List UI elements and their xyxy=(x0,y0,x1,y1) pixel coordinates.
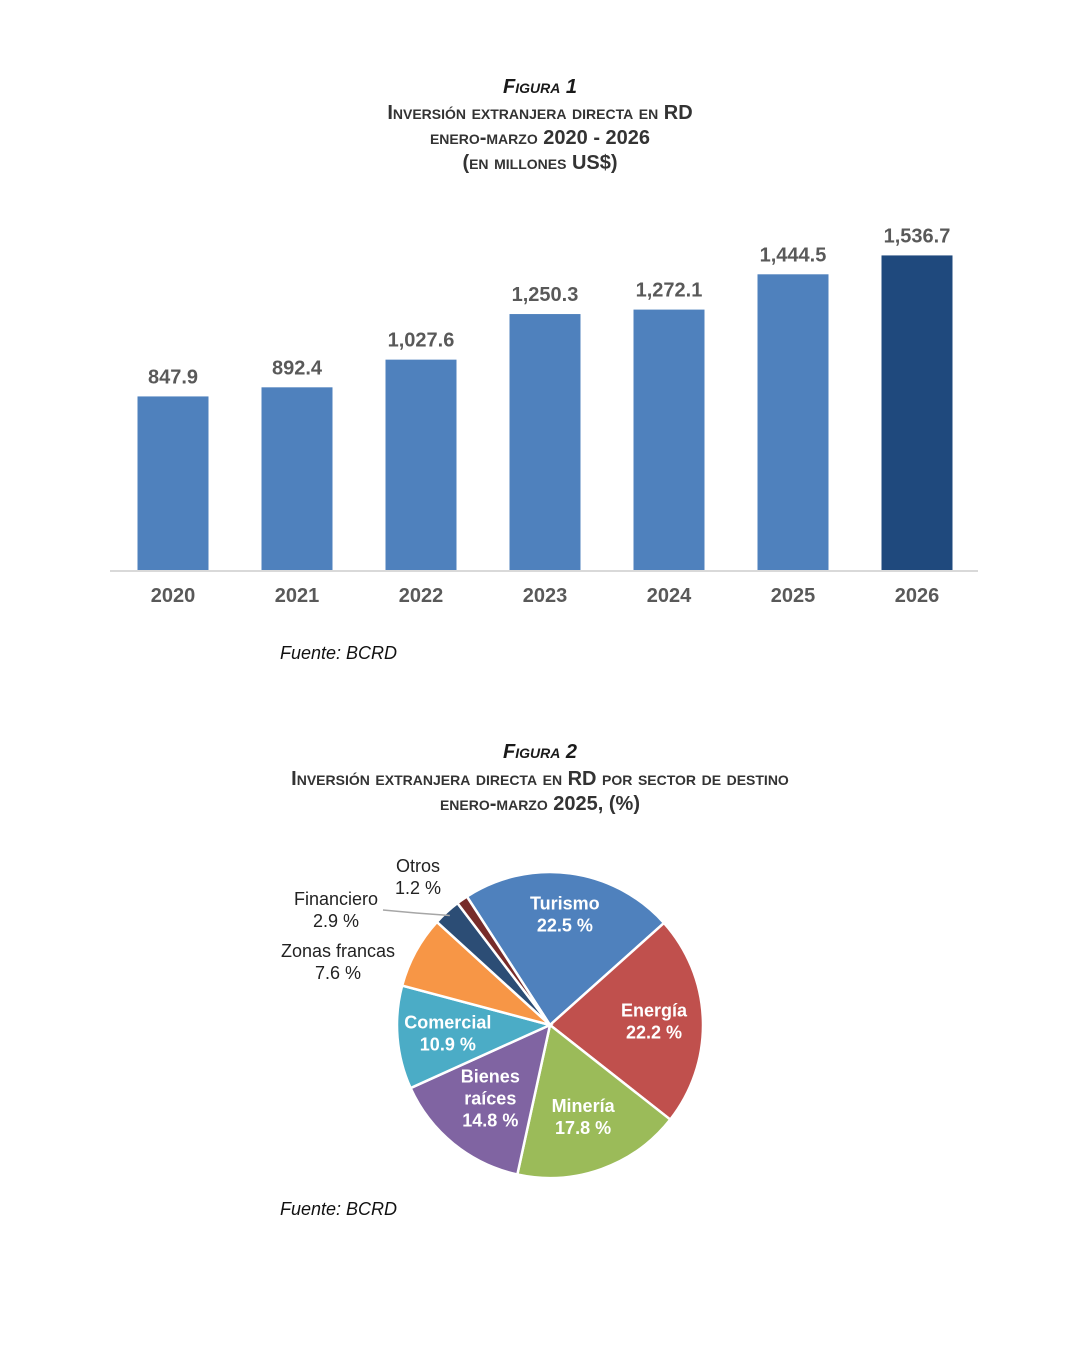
x-tick-label-2026: 2026 xyxy=(895,585,940,607)
pie-label-bienes-raices-2: raíces xyxy=(464,1089,516,1109)
pie-label-bienes-raices-3: 14.8 % xyxy=(462,1111,518,1131)
bar-2025 xyxy=(757,274,829,570)
pie-slice-comercial xyxy=(395,984,554,1090)
x-tick-label-2024: 2024 xyxy=(647,585,692,607)
pie-label-mineria-1: Minería xyxy=(552,1096,616,1116)
figure-1-label: Figura 1 xyxy=(502,76,577,98)
pie-label-turismo-1: Turismo xyxy=(530,893,600,913)
bar-chart: 847.9 2020 892.4 2021 1,027.6 2022 1,250.3 2023… xyxy=(110,225,978,607)
figure-2-title-line-2: enero-marzo 2025, (%) xyxy=(439,793,641,815)
bar-value-label-2022: 1,027.6 xyxy=(388,330,455,352)
bar-2024 xyxy=(633,309,705,570)
figure-2-source: Fuente: BCRD xyxy=(280,1199,398,1219)
pie-slice-mineria xyxy=(515,1022,673,1180)
figure-2-title-line-1: Inversión extranjera directa en RD por s… xyxy=(291,768,789,790)
bar-value-label-2024: 1,272.1 xyxy=(636,280,703,302)
x-tick-label-2022: 2022 xyxy=(399,585,444,607)
bar-2021 xyxy=(261,387,333,570)
pie-slice-turismo xyxy=(465,870,666,1027)
pie-slice-bienes-raices xyxy=(408,1022,552,1176)
pie-label-financiero-2: 2.9 % xyxy=(313,911,359,931)
leader-line-financiero xyxy=(382,909,450,917)
bar-value-label-2023: 1,250.3 xyxy=(512,284,579,306)
bar-value-label-2020: 847.9 xyxy=(148,366,198,388)
bar-value-label-2025: 1,444.5 xyxy=(760,244,827,266)
bar-value-label-2026: 1,536.7 xyxy=(884,225,951,247)
pie-slice-energia xyxy=(548,921,705,1122)
pie-label-energia-1: Energía xyxy=(621,1001,688,1021)
pie-label-otros-1: Otros xyxy=(396,856,440,876)
bar-2023 xyxy=(509,314,581,570)
pie-label-mineria-2: 17.8 % xyxy=(555,1118,611,1138)
x-tick-label-2020: 2020 xyxy=(151,585,196,607)
pie-label-otros-2: 1.2 % xyxy=(395,878,441,898)
bar-2022 xyxy=(385,359,457,570)
pie-label-comercial-1: Comercial xyxy=(404,1012,491,1032)
x-tick-label-2025: 2025 xyxy=(771,585,816,607)
pie-label-zonas-francas-2: 7.6 % xyxy=(315,963,361,983)
x-tick-label-2023: 2023 xyxy=(523,585,568,607)
pie-label-comercial-2: 10.9 % xyxy=(420,1034,476,1054)
bar-2020 xyxy=(137,396,209,570)
x-tick-label-2021: 2021 xyxy=(275,585,320,607)
bar-value-label-2021: 892.4 xyxy=(272,357,323,379)
pie-label-zonas-francas-1: Zonas francas xyxy=(281,941,395,961)
figure-2-title: Inversión extranjera directa en RD por s… xyxy=(0,767,1080,817)
bar-2026 xyxy=(881,255,953,570)
pie-label-energia-2: 22.2 % xyxy=(626,1023,682,1043)
figure-1-title: Inversión extranjera directa en RD enero… xyxy=(0,101,1080,176)
pie-slice-otros xyxy=(455,894,552,1026)
figure-1-title-line-2: enero-marzo 2020 - 2026 xyxy=(429,127,651,149)
figure-1-title-line-3: (en millones US$) xyxy=(462,152,618,174)
figure-1-title-line-1: Inversión extranjera directa en RD xyxy=(387,102,693,124)
pie-label-bienes-raices-1: Bienes xyxy=(461,1067,520,1087)
pie-label-financiero-1: Financiero xyxy=(294,889,378,909)
pie-label-turismo-2: 22.5 % xyxy=(537,915,593,935)
figure-2-label: Figura 2 xyxy=(502,741,577,763)
figure-1-source: Fuente: BCRD xyxy=(280,643,398,663)
